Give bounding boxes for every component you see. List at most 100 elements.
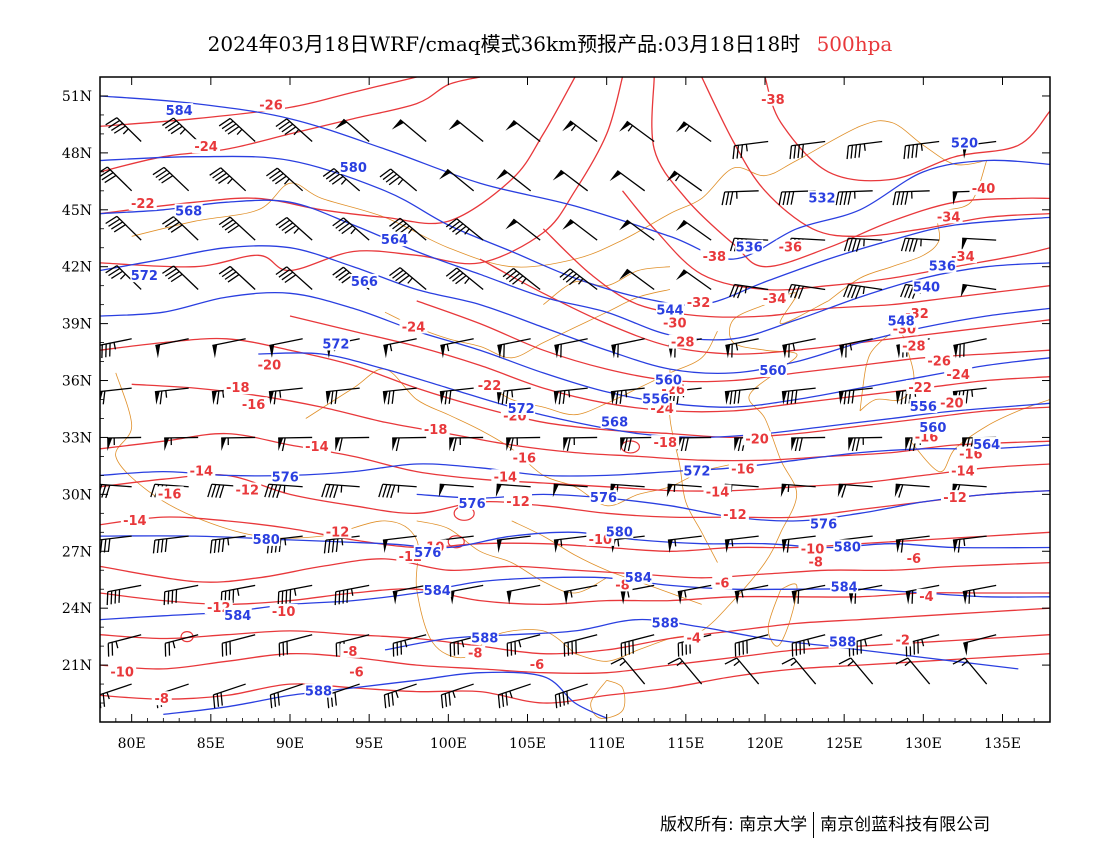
height-label: 568 bbox=[175, 205, 202, 220]
y-tick-label: 27N bbox=[62, 544, 92, 560]
temperature-label: -8 bbox=[468, 647, 482, 662]
temperature-label: -22 bbox=[908, 381, 932, 396]
temperature-label: -20 bbox=[940, 396, 964, 411]
temperature-label: -16 bbox=[513, 451, 537, 466]
temperature-label: -34 bbox=[951, 250, 975, 265]
height-label-bg bbox=[624, 569, 653, 584]
height-label-bg bbox=[458, 495, 487, 510]
temperature-label: -14 bbox=[951, 465, 975, 480]
wind-barb bbox=[278, 634, 313, 657]
temperature-label: -38 bbox=[703, 250, 727, 265]
temperature-contour-line bbox=[100, 516, 1050, 552]
height-label: 576 bbox=[272, 470, 299, 485]
temperature-label: -10 bbox=[272, 605, 296, 620]
height-contour-line bbox=[100, 245, 1050, 375]
height-label-bg bbox=[833, 539, 862, 554]
height-label: 584 bbox=[424, 584, 451, 599]
wind-barb bbox=[620, 634, 655, 657]
height-label-bg bbox=[909, 399, 938, 414]
wind-barb bbox=[332, 217, 370, 241]
temperature-label-bg bbox=[399, 319, 428, 334]
temperature-label-bg bbox=[510, 450, 539, 465]
wind-barb bbox=[212, 683, 246, 709]
wind-barb bbox=[611, 338, 645, 359]
border-line bbox=[907, 399, 1050, 473]
wind-barb bbox=[439, 387, 474, 405]
wind-barb bbox=[221, 634, 256, 657]
wind-barb bbox=[334, 584, 370, 606]
wind-barb bbox=[440, 683, 474, 709]
wind-barb bbox=[729, 283, 769, 299]
x-tick-label: 120E bbox=[747, 736, 784, 752]
temperature-contour-line bbox=[100, 607, 1050, 655]
temperature-contour-line bbox=[100, 337, 1050, 439]
wind-barb bbox=[894, 483, 930, 498]
temperature-label: -18 bbox=[654, 436, 678, 451]
height-label-bg bbox=[605, 524, 634, 539]
height-label-bg bbox=[830, 579, 859, 594]
wind-barb bbox=[554, 683, 588, 709]
wind-barb bbox=[278, 436, 313, 452]
height-label: 572 bbox=[683, 465, 710, 480]
temperature-label: -38 bbox=[761, 93, 785, 108]
wind-barb bbox=[619, 268, 655, 290]
temperature-contour-line bbox=[701, 77, 1050, 238]
height-label: 560 bbox=[919, 421, 946, 436]
height-label-bg bbox=[950, 135, 979, 150]
height-label: 580 bbox=[606, 525, 633, 540]
wind-barb bbox=[496, 535, 531, 554]
temperature-contours bbox=[100, 77, 1050, 704]
wind-barb bbox=[277, 584, 313, 606]
height-label: 564 bbox=[973, 438, 1000, 453]
wind-barb bbox=[275, 118, 313, 142]
height-label-bg bbox=[651, 615, 680, 630]
temperature-label: -20 bbox=[258, 358, 282, 373]
wind-barb bbox=[791, 634, 826, 657]
temperature-label-bg bbox=[720, 507, 749, 522]
wind-barb bbox=[732, 140, 769, 160]
temperature-label-bg bbox=[504, 493, 532, 508]
wind-barb bbox=[391, 119, 427, 142]
temperature-label: -20 bbox=[745, 432, 769, 447]
wind-barb bbox=[100, 338, 132, 359]
temperature-label: -6 bbox=[715, 577, 729, 592]
x-tick-label: 100E bbox=[430, 736, 467, 752]
wind-barb bbox=[497, 683, 531, 709]
wind-barb bbox=[269, 338, 303, 359]
temperature-label-bg bbox=[760, 290, 789, 305]
wind-barb bbox=[100, 483, 132, 499]
temperature-label: -8 bbox=[808, 556, 822, 571]
wind-barb bbox=[791, 584, 826, 605]
height-label: 564 bbox=[381, 233, 408, 248]
temperature-label: -14 bbox=[305, 440, 329, 455]
wind-barb bbox=[209, 167, 247, 192]
temperature-contour-line bbox=[100, 558, 1050, 583]
temperature-label: -14 bbox=[706, 485, 730, 500]
height-label-bg bbox=[809, 516, 838, 531]
height-label-bg bbox=[918, 419, 947, 434]
wind-barb bbox=[791, 436, 826, 452]
height-label: 576 bbox=[590, 491, 617, 506]
wind-barb bbox=[724, 535, 759, 554]
temperature-label: -16 bbox=[915, 430, 939, 445]
wind-barb bbox=[721, 190, 759, 206]
wind-barb bbox=[440, 338, 474, 359]
wind-barb bbox=[505, 119, 541, 143]
y-tick-label: 24N bbox=[62, 601, 92, 617]
wind-barb bbox=[379, 168, 418, 192]
x-tick-label: 80E bbox=[118, 736, 146, 752]
wind-barb bbox=[107, 634, 142, 657]
height-label-bg bbox=[682, 463, 711, 478]
y-tick-label: 51N bbox=[62, 89, 92, 105]
temperature-contour-line bbox=[100, 77, 624, 272]
wind-barb bbox=[835, 190, 873, 206]
temperature-label-bg bbox=[257, 97, 285, 112]
wind-barb bbox=[163, 584, 199, 606]
y-tick-label: 42N bbox=[62, 260, 92, 276]
height-contour-line bbox=[100, 199, 1050, 341]
height-contour-line bbox=[100, 576, 1050, 621]
temperature-label-bg bbox=[151, 691, 172, 706]
temperature-label-bg bbox=[684, 294, 713, 309]
temperature-label-bg bbox=[120, 512, 149, 527]
border-line bbox=[416, 520, 607, 594]
